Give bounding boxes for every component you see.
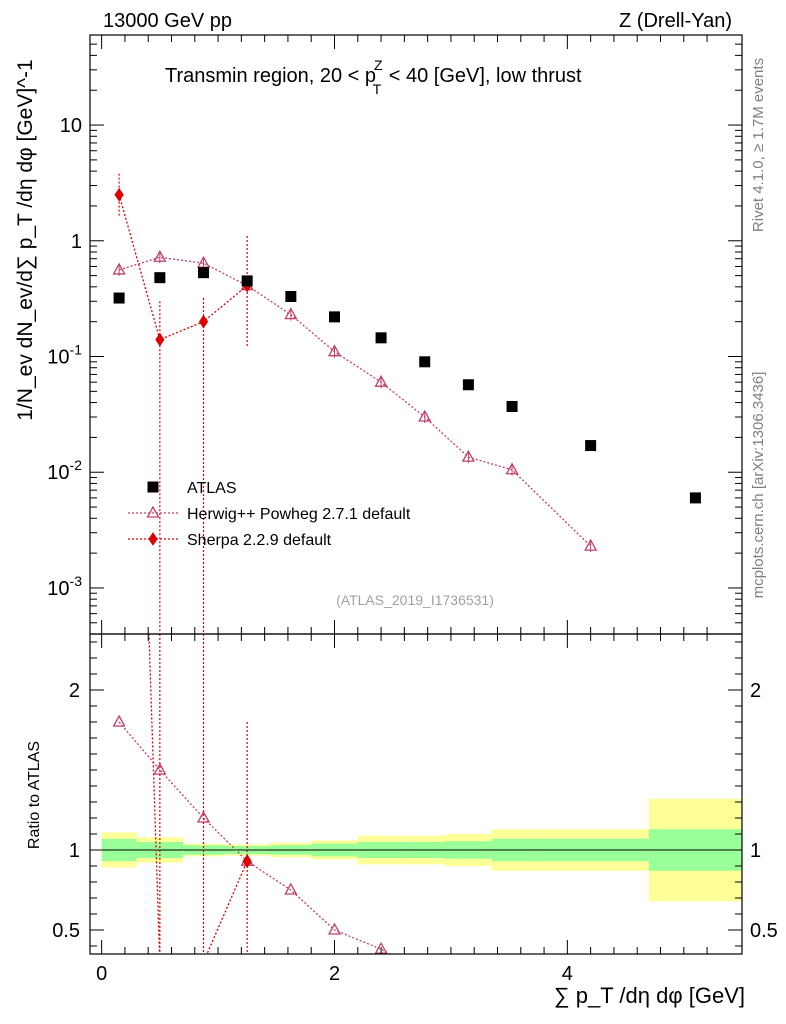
main-y-tick-label-base: 10	[47, 578, 69, 600]
x-tick-label: 0	[96, 963, 107, 985]
atlas-point	[241, 275, 253, 287]
ylabel-ratio: Ratio to ATLAS	[26, 741, 43, 849]
main-y-tick-label-exp: -2	[70, 457, 83, 473]
atlas-point	[375, 332, 387, 344]
herwig-point	[584, 538, 598, 551]
herwig-point	[374, 374, 388, 387]
sherpa-ratio-point	[242, 854, 252, 869]
atlas-point	[462, 379, 474, 391]
ratio-y-tick-label: 1	[69, 840, 80, 862]
main-y-tick-label-exp: -1	[70, 341, 83, 357]
atlas-point	[506, 400, 518, 412]
main-y-tick-label: 10	[60, 115, 82, 137]
main-y-tick-label: 10-2	[47, 457, 82, 484]
sherpa-point	[198, 314, 209, 329]
sherpa-point	[155, 332, 165, 347]
legend-marker-herwig	[146, 505, 160, 518]
herwig-point	[112, 262, 126, 275]
region-title-sup: Z	[374, 57, 383, 73]
atlas-point	[113, 292, 125, 304]
legend-marker-sherpa	[148, 532, 158, 546]
ylabel-main: 1/N_ev dN_ev/d∑ p_T /dη dφ [GeV]^-1	[14, 59, 37, 420]
ratio-y-tick-label: 2	[69, 680, 80, 702]
legend-label: ATLAS	[187, 480, 237, 497]
ratio-frame	[89, 633, 743, 955]
atlas-point	[285, 290, 297, 302]
region-title-sub: T	[373, 81, 382, 97]
sherpa-point	[114, 187, 124, 202]
herwig-ratio-point	[327, 922, 342, 935]
legend: ATLAS Herwig++ Powheg 2.7.1 default Sherpa…	[128, 480, 411, 549]
main-y-tick-label: 10-1	[47, 341, 82, 368]
atlas-point	[329, 311, 340, 323]
header-right: Z (Drell-Yan)	[619, 10, 732, 32]
atlas-point	[585, 440, 597, 452]
herwig-point	[461, 449, 475, 462]
main-y-tick-label: 1	[71, 231, 82, 253]
analysis-id: (ATLAS_2019_I1736531)	[336, 592, 494, 608]
herwig-ratio-point	[112, 714, 126, 727]
atlas-point	[198, 267, 210, 279]
herwig-point	[505, 462, 519, 475]
legend-label: Sherpa 2.2.9 default	[187, 532, 332, 549]
x-tick-label: 2	[329, 963, 340, 985]
ratio-y-tick-label: 0.5	[52, 920, 80, 942]
main-y-tick-label-base: 10	[47, 462, 69, 484]
plot-frames	[89, 34, 743, 955]
legend-label: Herwig++ Powheg 2.7.1 default	[187, 506, 411, 523]
herwig-ratio-point	[284, 882, 298, 895]
main-series-layer	[112, 173, 701, 634]
ratio-y-tick-label-right: 1	[750, 840, 761, 862]
atlas-point	[689, 492, 701, 504]
herwig-point	[327, 344, 342, 357]
region-title: Transmin region, 20 < pZ T < 40 [GeV], lo…	[165, 57, 582, 97]
atlas-point	[419, 356, 431, 368]
herwig-ratio-line	[118, 721, 392, 954]
xlabel: ∑ p_T /dη dφ [GeV]	[554, 983, 745, 1008]
herwig-point	[284, 307, 298, 320]
side-label-mcplots: mcplots.cern.ch [arXiv:1306.3436]	[750, 372, 767, 599]
sherpa-line	[118, 194, 248, 341]
side-label-rivet: Rivet 4.1.0, ≥ 1.7M events	[750, 58, 767, 232]
x-tick-label: 4	[562, 963, 573, 985]
ratio-y-tick-label-right: 2	[750, 680, 761, 702]
ratio-series-layer	[112, 634, 392, 954]
ylabel-main-text: 1/N_ev dN_ev/d∑ p_T /dη dφ [GeV]^-1	[14, 59, 37, 420]
ratio-uncertainty-bands	[90, 798, 742, 902]
legend-marker-atlas	[147, 481, 159, 493]
ratio-y-tick-label-right: 0.5	[750, 920, 778, 942]
main-y-tick-label-exp: -3	[70, 573, 83, 589]
atlas-point	[154, 272, 166, 284]
herwig-point	[153, 249, 167, 262]
header-left: 13000 GeV pp	[103, 10, 232, 32]
main-y-tick-label: 10-3	[47, 573, 82, 600]
herwig-line	[118, 256, 592, 547]
sherpa-ratio-line	[148, 634, 248, 954]
main-y-tick-label-base: 10	[47, 346, 69, 368]
herwig-point	[418, 409, 432, 422]
